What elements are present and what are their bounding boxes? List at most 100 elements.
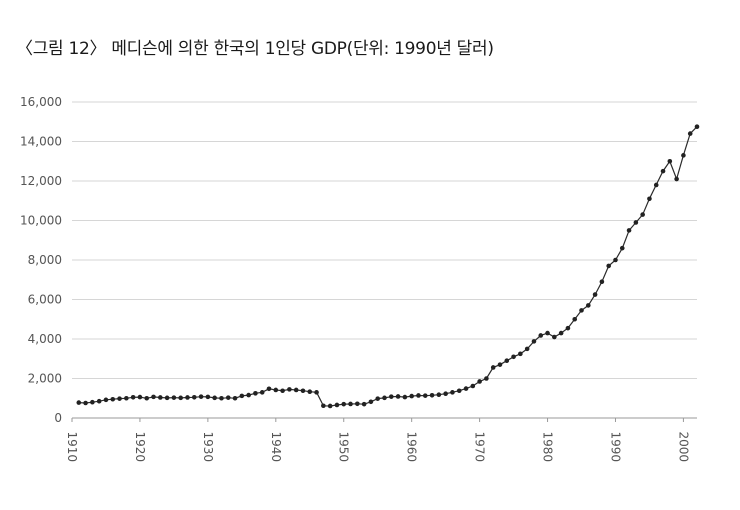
- data-point: [158, 395, 163, 400]
- data-point: [185, 395, 190, 400]
- data-point: [436, 392, 442, 397]
- data-point: [456, 388, 462, 394]
- data-point: [273, 387, 279, 393]
- y-tick-label: 12,000: [20, 174, 62, 188]
- data-point: [307, 389, 313, 395]
- figure-caption: 〈그림 12〉 메디슨에 의한 한국의 1인당 GDP(단위: 1990년 달러…: [16, 39, 494, 59]
- data-point: [511, 354, 516, 360]
- data-point: [429, 392, 435, 398]
- data-point: [681, 153, 686, 158]
- data-point: [124, 395, 129, 401]
- x-tick-label: 1910: [65, 431, 79, 462]
- data-point: [293, 387, 299, 393]
- data-point: [579, 308, 584, 313]
- x-tick-label: 1960: [405, 431, 419, 462]
- data-point: [463, 386, 469, 391]
- grid-lines: [72, 101, 697, 419]
- data-point: [497, 362, 503, 367]
- data-point: [450, 390, 455, 395]
- data-point: [239, 393, 245, 399]
- data-point: [674, 176, 679, 182]
- data-point: [232, 395, 238, 401]
- y-tick-label: 10,000: [20, 214, 62, 228]
- gdp-series-line: [78, 126, 698, 407]
- data-point: [409, 393, 414, 399]
- data-point: [171, 395, 177, 400]
- data-point: [694, 124, 700, 129]
- x-tick-label: 1990: [608, 431, 622, 462]
- data-point: [103, 397, 109, 403]
- y-tick-label: 8,000: [28, 253, 62, 267]
- data-point: [395, 394, 401, 399]
- data-point: [422, 393, 428, 398]
- data-point: [96, 398, 102, 404]
- data-point: [565, 325, 571, 331]
- data-point: [531, 339, 537, 344]
- data-point: [477, 379, 482, 384]
- data-point: [653, 182, 659, 188]
- y-tick-label: 6,000: [28, 293, 62, 307]
- x-tick-label: 1940: [269, 431, 283, 462]
- data-point: [117, 396, 122, 401]
- data-point: [198, 394, 204, 399]
- data-point: [355, 401, 360, 407]
- data-point: [443, 391, 448, 397]
- data-point: [280, 388, 285, 394]
- y-tick-label: 0: [54, 411, 62, 425]
- data-point: [368, 399, 374, 405]
- data-point: [361, 401, 367, 407]
- data-point: [490, 365, 496, 370]
- data-point: [191, 394, 197, 400]
- data-point: [219, 395, 224, 401]
- data-point: [524, 346, 530, 352]
- data-point: [321, 403, 326, 409]
- data-point: [130, 394, 136, 400]
- data-point: [660, 168, 666, 174]
- data-point: [300, 388, 306, 394]
- data-point: [375, 396, 381, 401]
- data-point: [144, 395, 150, 401]
- data-point: [83, 400, 88, 406]
- data-point: [647, 196, 652, 202]
- data-point: [151, 394, 156, 400]
- data-point: [334, 402, 340, 408]
- data-point: [606, 263, 611, 269]
- data-point: [545, 330, 550, 336]
- x-tick-label: 1980: [541, 431, 555, 462]
- data-point: [388, 394, 394, 399]
- data-point: [246, 392, 251, 398]
- data-point: [164, 395, 170, 401]
- data-point: [667, 158, 673, 164]
- data-point: [348, 401, 353, 407]
- data-point: [626, 228, 632, 233]
- y-tick-label: 2,000: [28, 372, 62, 386]
- x-tick-label: 2000: [676, 431, 690, 462]
- data-point: [314, 390, 319, 395]
- x-tick-label: 1930: [201, 431, 215, 462]
- data-point: [259, 390, 265, 395]
- data-point: [599, 279, 605, 285]
- data-point: [212, 395, 217, 401]
- data-point: [470, 383, 476, 389]
- data-point: [382, 395, 387, 401]
- y-tick-label: 16,000: [20, 95, 62, 109]
- data-point: [253, 391, 258, 396]
- data-point: [205, 394, 211, 400]
- y-tick-label: 14,000: [20, 135, 62, 149]
- y-tick-label: 4,000: [28, 332, 62, 346]
- x-tick-label: 1970: [473, 431, 487, 462]
- data-point: [633, 220, 639, 225]
- data-point: [558, 330, 564, 336]
- data-point: [402, 394, 408, 400]
- data-point: [416, 393, 421, 398]
- data-point: [518, 351, 523, 357]
- y-axis-ticks: 0 2,000 4,000 6,000 8,000 10,000 12,000 14,000 1…: [20, 95, 62, 425]
- data-point: [266, 386, 272, 392]
- x-axis-ticks: 1910 1920 1930 1940 1950 1960 1970 1980 1990 2000: [65, 418, 690, 462]
- data-point: [592, 292, 598, 297]
- data-point: [484, 376, 489, 381]
- data-point: [76, 400, 82, 405]
- x-tick-label: 1920: [133, 431, 147, 462]
- data-point: [225, 395, 231, 400]
